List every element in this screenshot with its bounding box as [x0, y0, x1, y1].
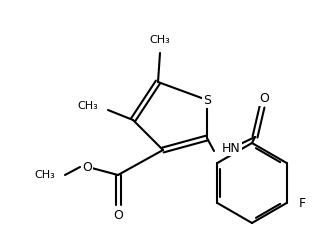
Text: CH₃: CH₃	[34, 170, 55, 180]
Text: O: O	[82, 161, 92, 174]
Text: O: O	[259, 91, 269, 105]
Text: CH₃: CH₃	[150, 35, 170, 45]
Text: O: O	[113, 208, 123, 222]
Text: CH₃: CH₃	[77, 101, 98, 111]
Text: HN: HN	[222, 141, 241, 154]
Text: S: S	[203, 94, 211, 107]
Text: F: F	[299, 196, 306, 209]
